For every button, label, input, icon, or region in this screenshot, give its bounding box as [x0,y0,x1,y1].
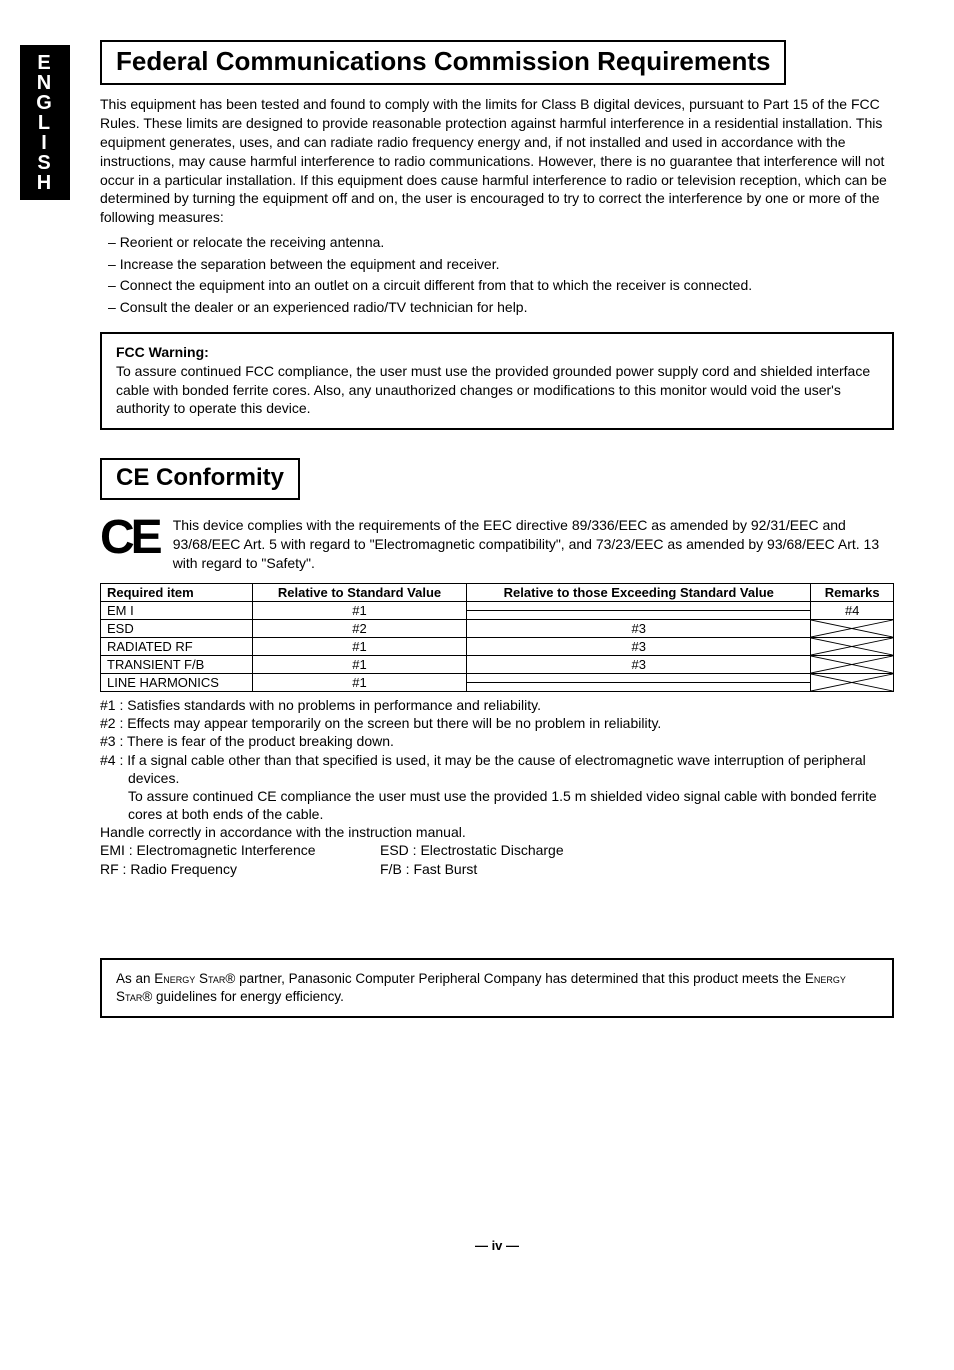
ce-compliance-table: Required item Relative to Standard Value… [100,583,894,692]
cell-x [811,619,894,637]
table-row: EM I #1 #4 [101,601,894,619]
cell-value: #4 [811,601,894,619]
cell-value: #3 [467,619,811,637]
cell-item: RADIATED RF [101,637,253,655]
table-row: LINE HARMONICS #1 [101,673,894,691]
abbr-fb: F/B : Fast Burst [380,860,477,878]
energy-text: As an [116,971,154,986]
ce-intro: This device complies with the requiremen… [173,516,894,573]
cell-value: #1 [252,655,466,673]
fcc-bullet: Increase the separation between the equi… [100,255,894,275]
note-1: #1 : Satisfies standards with no problem… [100,696,894,714]
page-number: — iv — [100,1238,894,1253]
ce-heading: CE Conformity [100,458,300,500]
energy-star-mark: Energy Star [154,971,225,986]
fcc-bullet: Consult the dealer or an experienced rad… [100,298,894,318]
fcc-heading: Federal Communications Commission Requir… [100,40,786,85]
cell-item: ESD [101,619,253,637]
fcc-bullet: Reorient or relocate the receiving anten… [100,233,894,253]
fcc-bullet: Connect the equipment into an outlet on … [100,276,894,296]
cell-x [811,655,894,673]
energy-star-box: As an Energy Star® partner, Panasonic Co… [100,958,894,1018]
abbr-emi: EMI : Electromagnetic Interference [100,841,380,859]
col-required-item: Required item [101,583,253,601]
table-row: ESD #2 #3 [101,619,894,637]
language-tab: ENGLISH [20,45,70,200]
table-row: TRANSIENT F/B #1 #3 [101,655,894,673]
cell-x [811,673,894,691]
ce-mark-icon: CE [100,516,159,560]
abbr-rf: RF : Radio Frequency [100,860,380,878]
fcc-bullet-list: Reorient or relocate the receiving anten… [100,233,894,317]
cell-value: #3 [467,637,811,655]
note-4b: To assure continued CE compliance the us… [100,787,894,823]
cell-value: #3 [467,655,811,673]
note-handle: Handle correctly in accordance with the … [100,823,894,841]
abbr-esd: ESD : Electrostatic Discharge [380,841,564,859]
energy-text: ® partner, Panasonic Computer Peripheral… [225,971,805,986]
cell-item: EM I [101,601,253,619]
cell-value: #1 [252,637,466,655]
col-remarks: Remarks [811,583,894,601]
table-row: RADIATED RF #1 #3 [101,637,894,655]
ce-notes: #1 : Satisfies standards with no problem… [100,696,894,878]
cell-dash [467,601,811,619]
cell-value: #2 [252,619,466,637]
cell-x [811,637,894,655]
fcc-warning-title: FCC Warning: [116,344,878,360]
cell-dash [467,673,811,691]
table-header-row: Required item Relative to Standard Value… [101,583,894,601]
col-standard-value: Relative to Standard Value [252,583,466,601]
note-4a: #4 : If a signal cable other than that s… [100,751,894,787]
fcc-warning-box: FCC Warning: To assure continued FCC com… [100,332,894,431]
cell-value: #1 [252,601,466,619]
col-exceeding-value: Relative to those Exceeding Standard Val… [467,583,811,601]
note-3: #3 : There is fear of the product breaki… [100,732,894,750]
fcc-warning-body: To assure continued FCC compliance, the … [116,362,878,419]
fcc-intro: This equipment has been tested and found… [100,95,894,227]
note-2: #2 : Effects may appear temporarily on t… [100,714,894,732]
energy-text: ® guidelines for energy efficiency. [142,989,344,1004]
cell-item: TRANSIENT F/B [101,655,253,673]
cell-value: #1 [252,673,466,691]
cell-item: LINE HARMONICS [101,673,253,691]
